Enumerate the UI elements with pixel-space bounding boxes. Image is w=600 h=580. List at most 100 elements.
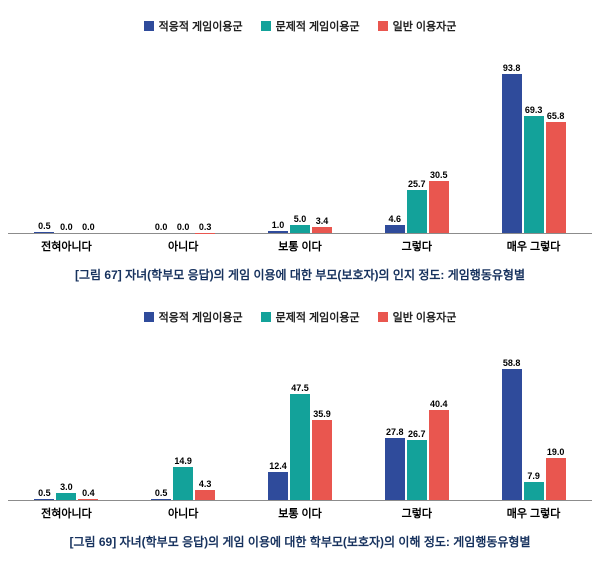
legend-label: 일반 이용자군 xyxy=(392,312,457,324)
legend-label: 적응적 게임이용군 xyxy=(158,312,243,324)
bar-cluster: 58.8 7.9 19.0 xyxy=(475,339,592,501)
bar-wrap: 58.8 xyxy=(501,357,522,500)
bar xyxy=(151,498,172,500)
bar xyxy=(384,225,405,233)
bar-wrap: 0.0 xyxy=(173,222,193,233)
legend: 적응적 게임이용군 문제적 게임이용군 일반 이용자군 xyxy=(8,18,592,34)
bar-wrap: 0.0 xyxy=(151,222,171,233)
bar-value-label: 0.0 xyxy=(154,222,168,232)
category-group: 58.8 7.9 19.0 매우 그렇다 xyxy=(475,339,592,521)
bar-value-label: 4.6 xyxy=(388,214,402,225)
legend-item: 적응적 게임이용군 xyxy=(143,18,243,34)
bar-wrap: 0.4 xyxy=(78,488,99,500)
bar-wrap: 0.3 xyxy=(195,221,216,233)
bar-wrap: 0.5 xyxy=(151,487,172,500)
legend-swatch-icon xyxy=(260,312,271,322)
bar xyxy=(545,121,566,233)
bar xyxy=(406,440,427,500)
bar xyxy=(78,499,99,500)
bar-value-label: 0.0 xyxy=(60,222,73,232)
category-label: 전혀아니다 xyxy=(41,508,92,520)
bar xyxy=(34,232,55,233)
bar xyxy=(267,231,288,233)
bar xyxy=(428,409,449,500)
legend-swatch-icon xyxy=(377,21,388,31)
bar-value-label: 35.9 xyxy=(313,408,331,419)
bar-value-label: 69.3 xyxy=(524,104,543,115)
category-label: 그렇다 xyxy=(401,241,432,253)
bar xyxy=(34,498,55,500)
bar-cluster: 0.5 0.0 0.0 xyxy=(8,48,125,234)
bar xyxy=(173,466,194,500)
category-group: 0.0 0.0 0.3 아니다 xyxy=(124,48,242,254)
category-label: 그렇다 xyxy=(401,508,432,520)
bar-value-label: 1.0 xyxy=(271,220,285,231)
bar-value-label: 0.0 xyxy=(176,222,190,232)
category-group: 4.6 25.7 30.5 그렇다 xyxy=(358,48,476,254)
bar-value-label: 0.0 xyxy=(82,222,95,232)
bar-value-label: 5.0 xyxy=(293,213,307,224)
bar-value-label: 58.8 xyxy=(502,357,521,368)
bar-value-label: 3.4 xyxy=(315,216,329,227)
bar-value-label: 40.4 xyxy=(430,398,448,409)
bar-value-label: 26.7 xyxy=(408,429,426,440)
bar-wrap: 7.9 xyxy=(523,471,544,500)
legend-swatch-icon xyxy=(260,21,271,31)
bar-value-label: 19.0 xyxy=(546,446,565,457)
bar xyxy=(523,115,544,233)
bar xyxy=(501,368,522,500)
bar xyxy=(311,419,332,500)
legend-item: 일반 이용자군 xyxy=(377,309,457,325)
bar xyxy=(501,74,522,233)
category-label: 전혀아니다 xyxy=(41,241,92,253)
category-label: 아니다 xyxy=(168,508,199,520)
bar-wrap: 25.7 xyxy=(406,179,427,233)
bar-wrap: 5.0 xyxy=(289,213,310,233)
bar-value-label: 4.3 xyxy=(198,479,212,490)
bar-wrap: 27.8 xyxy=(384,427,405,500)
bar xyxy=(523,482,544,500)
category-group: 0.5 3.0 0.4 전혀아니다 xyxy=(8,339,125,521)
bar-cluster: 0.5 14.9 4.3 xyxy=(124,339,242,501)
legend-item: 일반 이용자군 xyxy=(377,18,456,34)
chart-figure-69: 적응적 게임이용군 문제적 게임이용군 일반 이용자군 0.5 3.0 0.4 전혀아니다… xyxy=(8,309,592,550)
bar xyxy=(195,232,216,233)
legend: 적응적 게임이용군 문제적 게임이용군 일반 이용자군 xyxy=(8,309,592,325)
bar-cluster: 4.6 25.7 30.5 xyxy=(358,48,476,234)
category-label: 보통 이다 xyxy=(278,241,322,253)
category-label: 매우 그렇다 xyxy=(506,508,561,520)
bar-value-label: 0.3 xyxy=(198,221,212,232)
category-label: 매우 그렇다 xyxy=(506,241,561,253)
bar-wrap: 14.9 xyxy=(173,456,194,500)
bar xyxy=(428,181,449,233)
bar-wrap: 40.4 xyxy=(428,398,449,500)
category-group: 93.8 69.3 65.8 매우 그렇다 xyxy=(475,48,592,254)
category-group: 27.8 26.7 40.4 그렇다 xyxy=(358,339,476,521)
legend-swatch-icon xyxy=(377,312,388,322)
legend-item: 적응적 게임이용군 xyxy=(143,309,243,325)
bar-wrap: 93.8 xyxy=(501,63,522,233)
bar-value-label: 3.0 xyxy=(60,482,73,493)
bar xyxy=(311,227,332,233)
bar-value-label: 47.5 xyxy=(291,383,309,394)
bar-value-label: 0.4 xyxy=(82,488,95,499)
category-group: 12.4 47.5 35.9 보통 이다 xyxy=(241,339,359,521)
category-label: 아니다 xyxy=(168,241,199,253)
bar-wrap: 0.0 xyxy=(56,222,76,233)
bar-value-label: 0.5 xyxy=(38,221,51,232)
bar-wrap: 35.9 xyxy=(311,408,332,500)
bar-wrap: 3.4 xyxy=(311,216,332,233)
legend-label: 적응적 게임이용군 xyxy=(158,21,243,33)
category-group: 1.0 5.0 3.4 보통 이다 xyxy=(241,48,359,254)
legend-label: 문제적 게임이용군 xyxy=(275,21,360,33)
bar-cluster: 93.8 69.3 65.8 xyxy=(475,48,592,234)
bar-cluster: 0.5 3.0 0.4 xyxy=(8,339,125,501)
bar-value-label: 0.5 xyxy=(154,487,168,498)
category-group: 0.5 0.0 0.0 전혀아니다 xyxy=(8,48,125,254)
legend-item: 문제적 게임이용군 xyxy=(260,309,360,325)
bar-wrap: 3.0 xyxy=(56,482,77,500)
bar-wrap: 1.0 xyxy=(267,220,288,233)
bar-wrap: 4.6 xyxy=(384,214,405,233)
bar-wrap: 19.0 xyxy=(545,446,566,500)
